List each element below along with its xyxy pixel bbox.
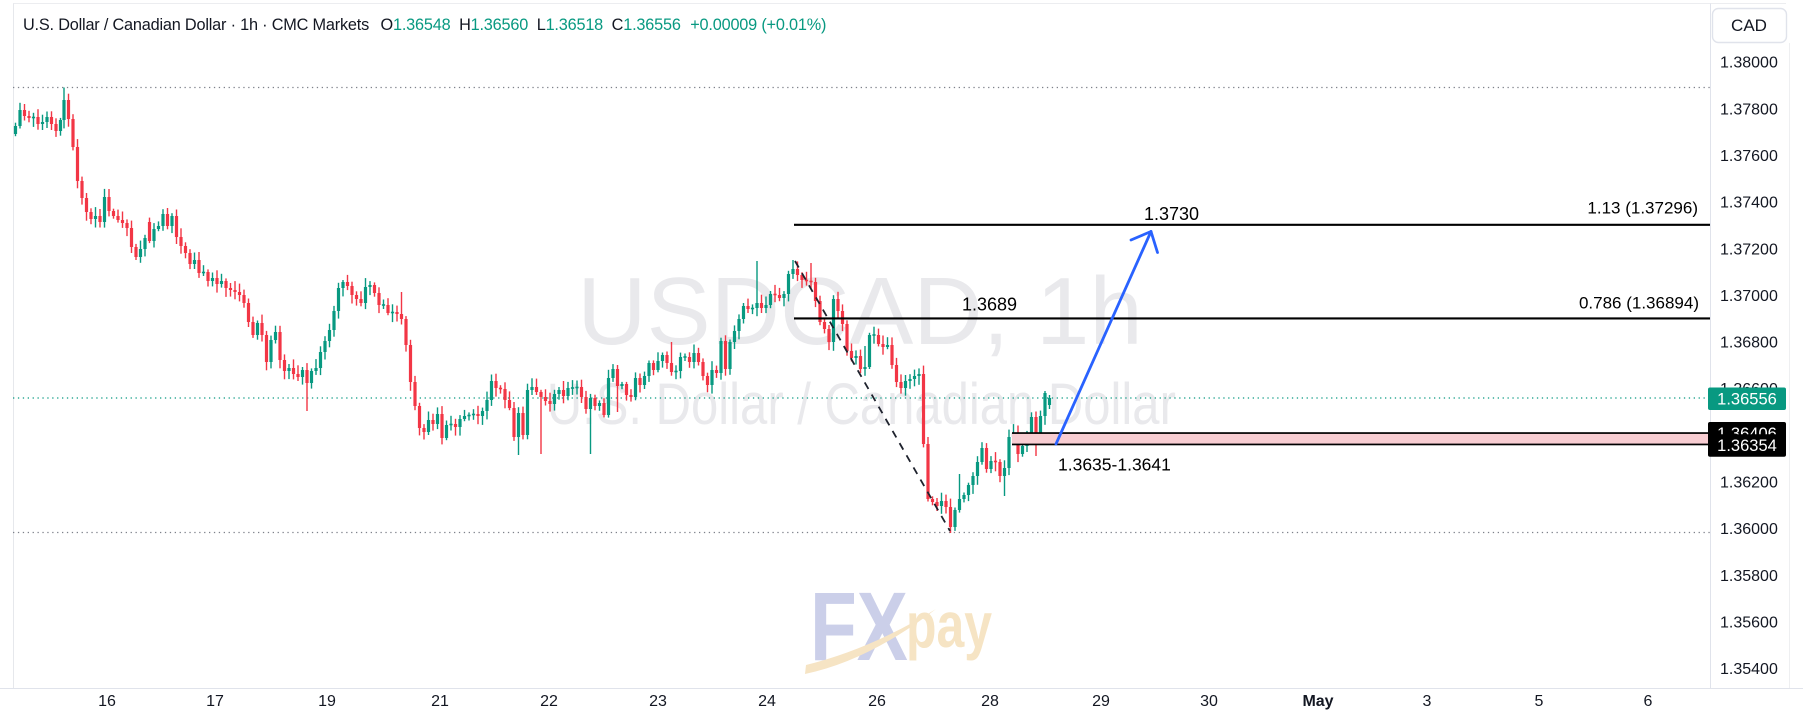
svg-text:17: 17 — [206, 693, 224, 710]
svg-text:1.36556: 1.36556 — [1717, 391, 1777, 409]
svg-text:1.3689: 1.3689 — [962, 295, 1017, 315]
svg-text:1.35400: 1.35400 — [1720, 661, 1778, 678]
svg-text:28: 28 — [981, 693, 999, 710]
svg-text:5: 5 — [1535, 693, 1544, 710]
svg-text:USDCAD, 1h: USDCAD, 1h — [577, 258, 1143, 365]
svg-text:1.13 (1.37296): 1.13 (1.37296) — [1587, 199, 1698, 218]
svg-text:1.37400: 1.37400 — [1720, 195, 1778, 212]
svg-text:21: 21 — [431, 693, 449, 710]
svg-text:1.37000: 1.37000 — [1720, 288, 1778, 305]
svg-text:26: 26 — [868, 693, 886, 710]
svg-text:1.35600: 1.35600 — [1720, 615, 1778, 632]
svg-text:1.36000: 1.36000 — [1720, 521, 1778, 538]
svg-text:May: May — [1302, 693, 1333, 710]
svg-text:23: 23 — [649, 693, 667, 710]
svg-text:6: 6 — [1644, 693, 1653, 710]
svg-text:1.37800: 1.37800 — [1720, 101, 1778, 118]
svg-text:1.36354: 1.36354 — [1717, 437, 1777, 455]
svg-text:U.S. Dollar / Canadian Dollar: U.S. Dollar / Canadian Dollar · 1h · CMC… — [23, 15, 826, 34]
svg-text:3: 3 — [1423, 693, 1432, 710]
svg-text:1.38000: 1.38000 — [1720, 55, 1778, 72]
svg-text:pay: pay — [906, 590, 992, 661]
svg-text:19: 19 — [318, 693, 336, 710]
svg-text:16: 16 — [98, 693, 116, 710]
svg-text:U.S. Dollar / Canadian Dollar: U.S. Dollar / Canadian Dollar — [547, 372, 1176, 437]
svg-text:1.35800: 1.35800 — [1720, 568, 1778, 585]
svg-text:1.36800: 1.36800 — [1720, 335, 1778, 352]
svg-text:30: 30 — [1200, 693, 1218, 710]
svg-text:0.786 (1.36894): 0.786 (1.36894) — [1579, 294, 1699, 313]
svg-text:24: 24 — [758, 693, 776, 710]
svg-text:1.3635-1.3641: 1.3635-1.3641 — [1058, 454, 1171, 474]
svg-text:CAD: CAD — [1731, 16, 1767, 35]
svg-text:1.36200: 1.36200 — [1720, 475, 1778, 492]
svg-text:22: 22 — [540, 693, 558, 710]
svg-text:29: 29 — [1092, 693, 1110, 710]
svg-text:1.3730: 1.3730 — [1144, 204, 1199, 224]
svg-text:1.37200: 1.37200 — [1720, 241, 1778, 258]
svg-text:1.37600: 1.37600 — [1720, 148, 1778, 165]
